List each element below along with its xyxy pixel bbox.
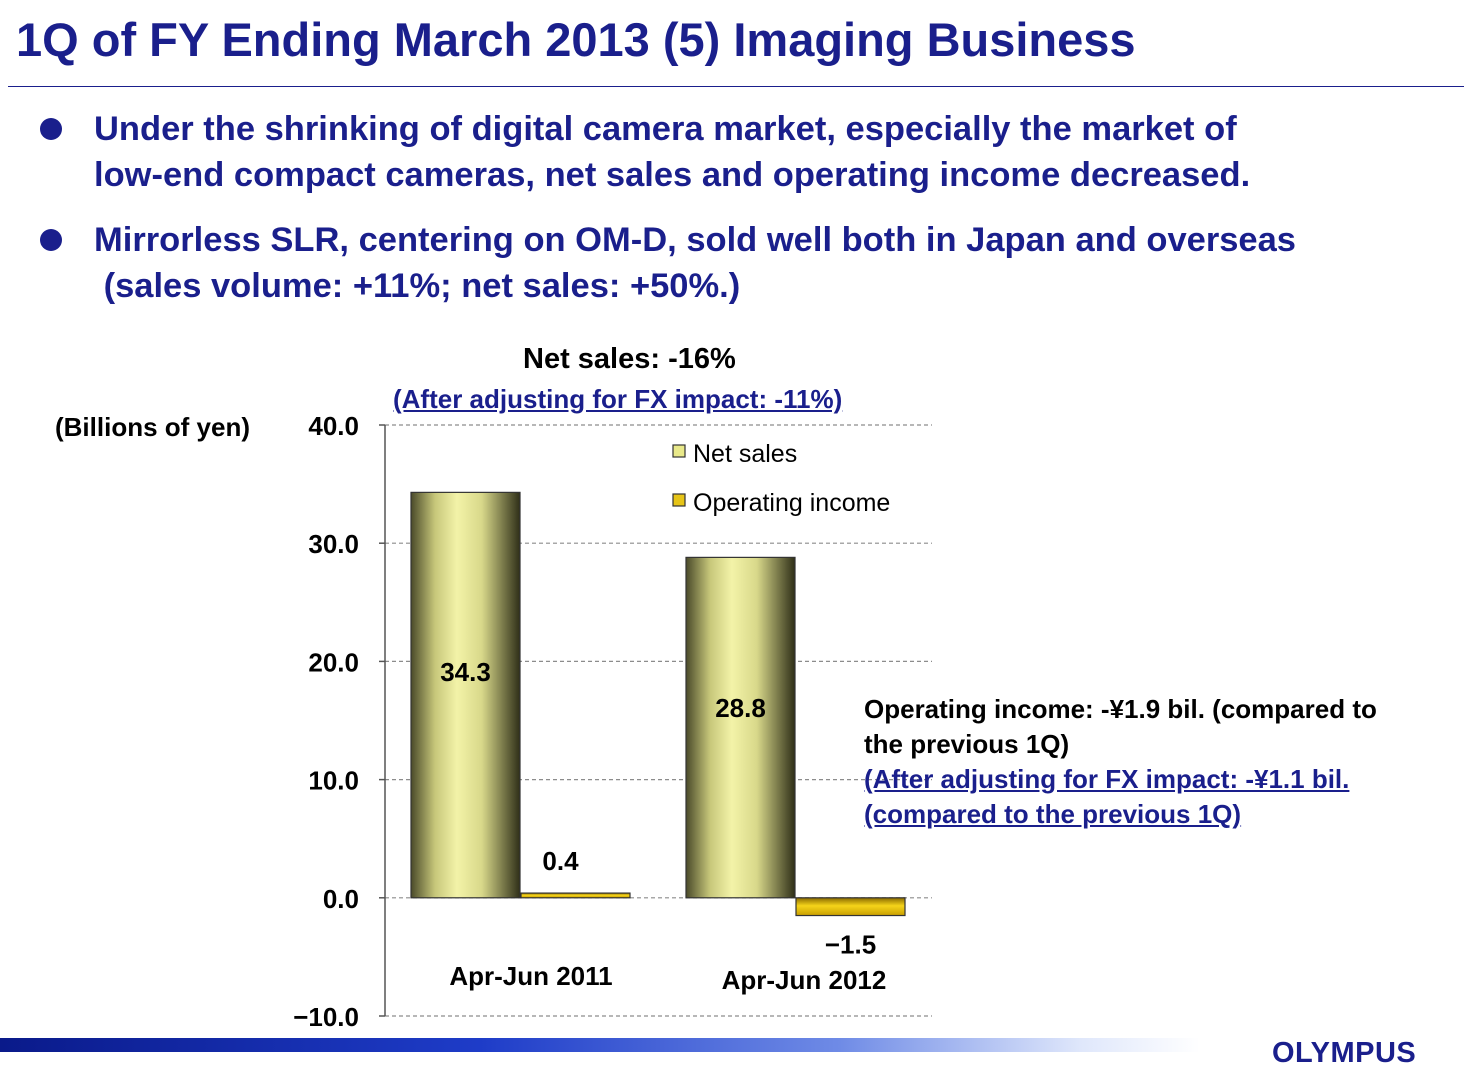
olympus-logo: OLYMPUS (1272, 1037, 1417, 1069)
operating-income-value-label: −1.5 (825, 930, 876, 960)
operating-income-bar (795, 897, 906, 917)
page-title: 1Q of FY Ending March 2013 (5) Imaging B… (16, 13, 1136, 66)
chart-subtitle: (After adjusting for FX impact: -11%) (393, 384, 843, 414)
chart-title: Net sales: -16% (523, 343, 736, 375)
annotation-line-1: Operating income: -¥1.9 bil. (compared t… (864, 694, 1377, 724)
bullet-1-line-1: Under the shrinking of digital camera ma… (94, 110, 1237, 148)
bullet-dot-icon (40, 118, 62, 140)
operating-income-value-label: 0.4 (542, 846, 579, 876)
y-tick-label: 0.0 (323, 884, 359, 914)
y-tick-label: 30.0 (308, 529, 359, 559)
annotation-line-3: (After adjusting for FX impact: -¥1.1 bi… (864, 764, 1350, 794)
bullet-1-line-2: low-end compact cameras, net sales and o… (94, 156, 1251, 194)
annotation-line-2: the previous 1Q) (864, 729, 1070, 759)
footer-gradient-bar (0, 1038, 1200, 1052)
x-category-label: Apr-Jun 2012 (722, 965, 887, 995)
legend-swatch-net-sales (672, 444, 686, 458)
operating-income-bar (520, 892, 631, 899)
bullet-2-line-1: Mirrorless SLR, centering on OM-D, sold … (94, 221, 1296, 259)
bullet-dot-icon (40, 229, 62, 251)
title-divider (8, 86, 1464, 87)
legend-swatch-operating-income (672, 493, 686, 507)
net-sales-bar (685, 556, 796, 899)
net-sales-bar (410, 491, 521, 899)
y-tick-label: 20.0 (308, 647, 359, 677)
y-tick-label: −10.0 (293, 1002, 359, 1032)
net-sales-value-label: 34.3 (440, 657, 491, 687)
x-category-label: Apr-Jun 2011 (449, 961, 612, 991)
bullet-2-line-2: (sales volume: +11%; net sales: +50%.) (94, 267, 741, 305)
legend-label-net-sales: Net sales (693, 440, 797, 468)
operating-income-annotation: Operating income: -¥1.9 bil. (compared t… (864, 692, 1377, 832)
net-sales-value-label: 28.8 (715, 693, 766, 723)
y-axis-unit-label: (Billions of yen) (55, 412, 250, 442)
y-tick-label: 10.0 (308, 766, 359, 796)
annotation-line-4: (compared to the previous 1Q) (864, 799, 1242, 829)
legend-label-operating-income: Operating income (693, 489, 890, 517)
y-tick-label: 40.0 (308, 411, 359, 441)
